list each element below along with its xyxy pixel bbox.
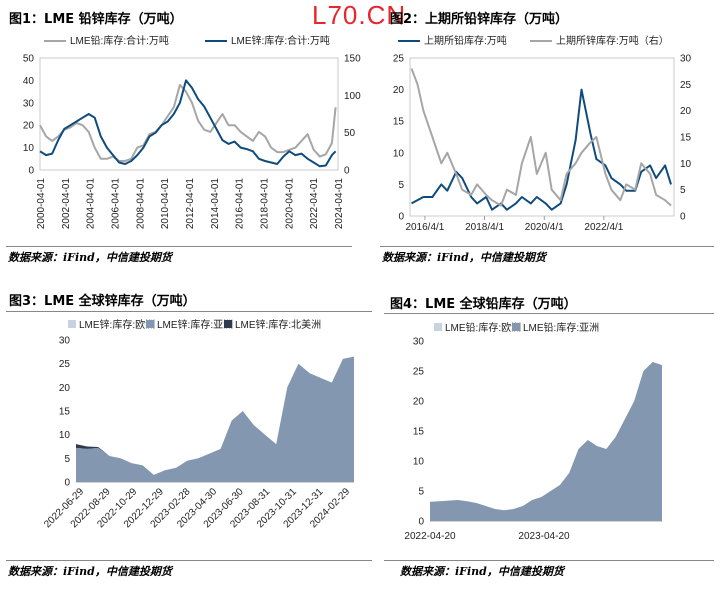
fig3-source: 数据来源：iFind，中信建投期货 [8,565,172,578]
series-area [76,356,354,482]
y-tick-label: 15 [59,407,71,418]
legend-label: LME铅:库存:欧洲 [445,321,521,334]
y-left-tick-label: 40 [23,76,35,87]
legend-label: LME铅:库存:亚洲 [523,321,599,334]
fig4-source: 数据来源：iFind，中信建投期货 [400,565,564,578]
fig4-chart: 0 5 10 15 20 25 30 LME铅:库存:欧洲 LME铅:库存:亚洲 2022-04-… [404,321,662,542]
x-tick-label: 2024-04-01 [334,178,345,230]
series-line [39,83,337,162]
x-tick-label: 2016-04-01 [235,178,246,230]
y-right-tick-label: 0 [680,212,686,223]
y-tick-label: 25 [59,359,71,370]
x-tick-label: 2014-04-01 [210,178,221,230]
y-left-tick-label: 30 [23,98,35,109]
fig3-title: 图3：LME 全球锌库存（万吨） [9,294,196,309]
fig2-divider [380,246,714,247]
y-right-tick-label: 100 [344,91,361,102]
plot-frame [409,57,675,217]
y-left-tick-label: 5 [398,180,404,191]
y-left-tick-label: 0 [398,212,404,223]
fig4-divider [384,560,714,561]
y-right-tick-label: 20 [680,106,692,117]
fig4-title: 图4：LME 全球铅库存（万吨） [390,297,577,312]
y-right-tick-label: 10 [680,159,692,170]
y-right-tick-label: 50 [344,128,356,139]
x-tick-label: 2000-04-01 [36,178,47,230]
y-tick-label: 5 [64,454,70,465]
fig3-divider [6,560,372,561]
x-tick-label: 2022/4/1 [584,222,623,233]
x-tick-label: 2023-04-20 [518,531,570,542]
y-left-tick-label: 10 [23,143,35,154]
y-tick-label: 20 [413,397,425,408]
y-right-tick-label: 0 [344,166,350,177]
series-area [430,362,662,521]
x-tick-label: 2020/4/1 [525,222,564,233]
x-tick-label: 2006-04-01 [111,178,122,230]
y-tick-label: 30 [413,337,425,348]
fig2-title: 图2：上期所铅锌库存（万吨） [390,12,569,27]
x-tick-label: 2022-04-20 [404,531,456,542]
y-right-tick-label: 5 [680,185,686,196]
fig2-chart: 0 5 10 15 20 25 0 5 10 15 20 25 30 上期所铅库存:万吨 上期所锌库存:万吨… [393,34,692,233]
series-line [411,88,672,211]
fig4-top-rule [384,313,714,314]
legend-swatch [512,323,520,331]
y-tick-label: 10 [413,457,425,468]
series-line [39,79,337,168]
y-tick-label: 20 [59,383,71,394]
legend-label: LME铅:库存:合计:万吨 [70,34,169,47]
legend-label: LME锌:库存:亚洲 [157,318,233,331]
legend-label: 上期所铅库存:万吨 [424,34,507,47]
x-tick-label: 2022-04-01 [309,178,320,230]
fig1-source: 数据来源：iFind，中信建投期货 [8,251,172,264]
y-right-tick-label: 25 [680,80,692,91]
x-tick-label: 2016/4/1 [405,222,444,233]
legend-label: LME锌:库存:合计:万吨 [231,34,330,47]
y-right-tick-label: 30 [680,54,692,65]
y-right-tick-label: 15 [680,133,692,144]
series-line [410,68,672,207]
legend-label: LME锌:库存:北美洲 [235,318,321,331]
legend-swatch [434,323,442,331]
plot-frame [39,57,339,171]
y-tick-label: 30 [59,336,71,347]
y-tick-label: 25 [413,367,425,378]
x-tick-label: 2002-04-01 [61,178,72,230]
legend-swatch [68,320,76,328]
legend-swatch [224,320,232,328]
x-tick-label: 2020-04-01 [284,178,295,230]
y-left-tick-label: 20 [393,85,405,96]
fig3-chart: 0 5 10 15 20 25 30 LME锌:库存:欧洲 LME锌:库存:亚洲 LME锌:库存:… [42,318,354,530]
x-tick-label: 2012-04-01 [185,178,196,230]
y-left-tick-label: 20 [23,121,35,132]
y-left-tick-label: 50 [23,54,35,65]
y-right-tick-label: 150 [344,54,361,65]
fig1-title: 图1：LME 铅锌库存（万吨） [9,12,183,27]
y-left-tick-label: 15 [393,117,405,128]
y-tick-label: 10 [59,430,71,441]
y-tick-label: 5 [418,487,424,498]
fig3-top-rule [6,311,372,312]
legend-label: 上期所锌库存:万吨（右） [556,34,669,47]
x-tick-label: 2018/4/1 [465,222,504,233]
fig2-source: 数据来源：iFind，中信建投期货 [382,251,546,264]
y-left-tick-label: 10 [393,148,405,159]
y-tick-label: 15 [413,427,425,438]
fig1-chart: 0 10 20 30 40 50 0 50 100 150 LME铅:库存:合计:万吨 LME锌:库存… [23,34,361,230]
y-left-tick-label: 0 [28,166,34,177]
watermark-text: L70.CN [312,0,407,30]
x-tick-label: 2008-04-01 [135,178,146,230]
legend-swatch [146,320,154,328]
legend-label: LME锌:库存:欧洲 [79,318,155,331]
fig1-divider [6,246,352,247]
x-tick-label: 2004-04-01 [86,178,97,230]
x-tick-label: 2018-04-01 [260,178,271,230]
x-tick-label: 2010-04-01 [160,178,171,230]
y-tick-label: 0 [418,517,424,528]
y-left-tick-label: 25 [393,54,405,65]
y-tick-label: 0 [64,478,70,489]
